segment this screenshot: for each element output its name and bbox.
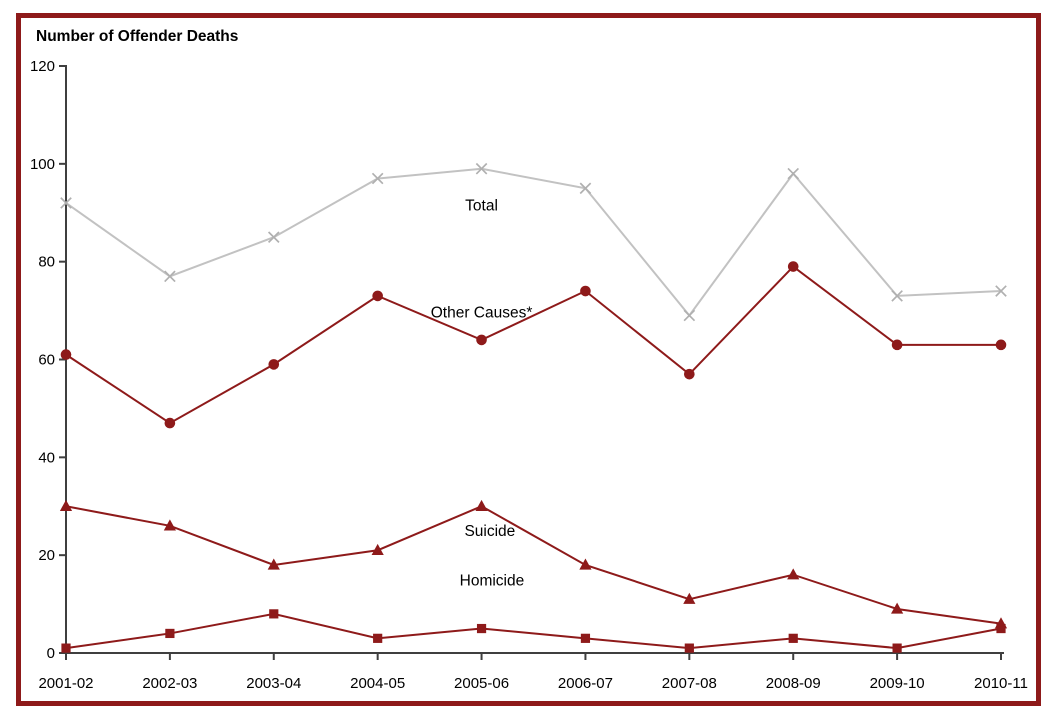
chart-title: Number of Offender Deaths [36, 28, 239, 45]
homicide-marker [373, 633, 383, 643]
series-label-homicide: Homicide [460, 573, 525, 590]
suicide-marker [59, 499, 73, 511]
y-tick-label: 40 [38, 449, 55, 466]
y-tick-label: 60 [38, 352, 55, 369]
suicide-marker [579, 558, 592, 570]
x-tick-label: 2007-08 [662, 675, 717, 692]
x-tick-label: 2004-05 [350, 675, 405, 692]
suicide-marker [371, 543, 384, 555]
total-marker [164, 270, 176, 283]
chart-frame [16, 13, 1041, 706]
suicide-marker [683, 592, 696, 604]
y-tick-label: 100 [30, 156, 55, 173]
series-label-total: Total [465, 197, 498, 214]
homicide-marker [269, 609, 279, 619]
other-causes-marker [891, 339, 903, 351]
other-causes-marker [787, 261, 799, 272]
x-tick-label: 2008-09 [766, 675, 821, 692]
other-causes-marker [372, 290, 383, 302]
other-causes-marker [995, 339, 1007, 351]
y-tick-label: 120 [30, 58, 55, 75]
series-label-suicide: Suicide [464, 523, 515, 540]
homicide-marker [996, 623, 1006, 634]
y-tick-label: 20 [38, 547, 55, 564]
total-marker [267, 231, 280, 244]
x-tick-label: 2001-02 [38, 675, 93, 692]
homicide-marker [61, 643, 71, 653]
homicide-marker [684, 643, 694, 653]
total-marker [579, 182, 592, 195]
homicide-marker [788, 633, 798, 643]
x-tick-label: 2010-11 [974, 675, 1028, 692]
x-tick-label: 2003-04 [246, 675, 301, 692]
total-marker [683, 309, 696, 322]
series-line-suicide [65, 505, 1002, 625]
other-causes-marker [268, 359, 280, 370]
homicide-marker [892, 643, 902, 653]
x-tick-label: 2006-07 [558, 675, 613, 692]
other-causes-marker [60, 349, 72, 360]
homicide-marker [476, 623, 487, 634]
suicide-marker [163, 519, 176, 531]
series-line-other-causes [65, 265, 1001, 425]
series-line-homicide [65, 612, 1002, 650]
suicide-marker [267, 558, 280, 570]
total-marker [995, 285, 1007, 297]
homicide-marker [580, 633, 591, 643]
homicide-marker [165, 628, 175, 639]
x-tick-label: 2005-06 [454, 675, 509, 692]
y-tick-label: 0 [47, 645, 55, 662]
suicide-marker [475, 499, 488, 511]
series-label-other-causes: Other Causes* [431, 305, 533, 322]
x-tick-label: 2009-10 [870, 675, 925, 692]
y-tick-label: 80 [38, 254, 55, 271]
other-causes-marker [580, 285, 591, 297]
series-line-total [65, 167, 1002, 318]
other-causes-marker [164, 417, 176, 429]
total-marker [891, 290, 903, 302]
total-marker [60, 197, 72, 209]
other-causes-marker [684, 368, 695, 380]
other-causes-marker [476, 334, 487, 346]
suicide-marker [787, 568, 800, 580]
total-marker [371, 172, 384, 185]
x-tick-label: 2002-03 [142, 675, 197, 692]
suicide-marker [891, 602, 904, 614]
total-marker [475, 162, 488, 175]
total-marker [787, 167, 800, 180]
